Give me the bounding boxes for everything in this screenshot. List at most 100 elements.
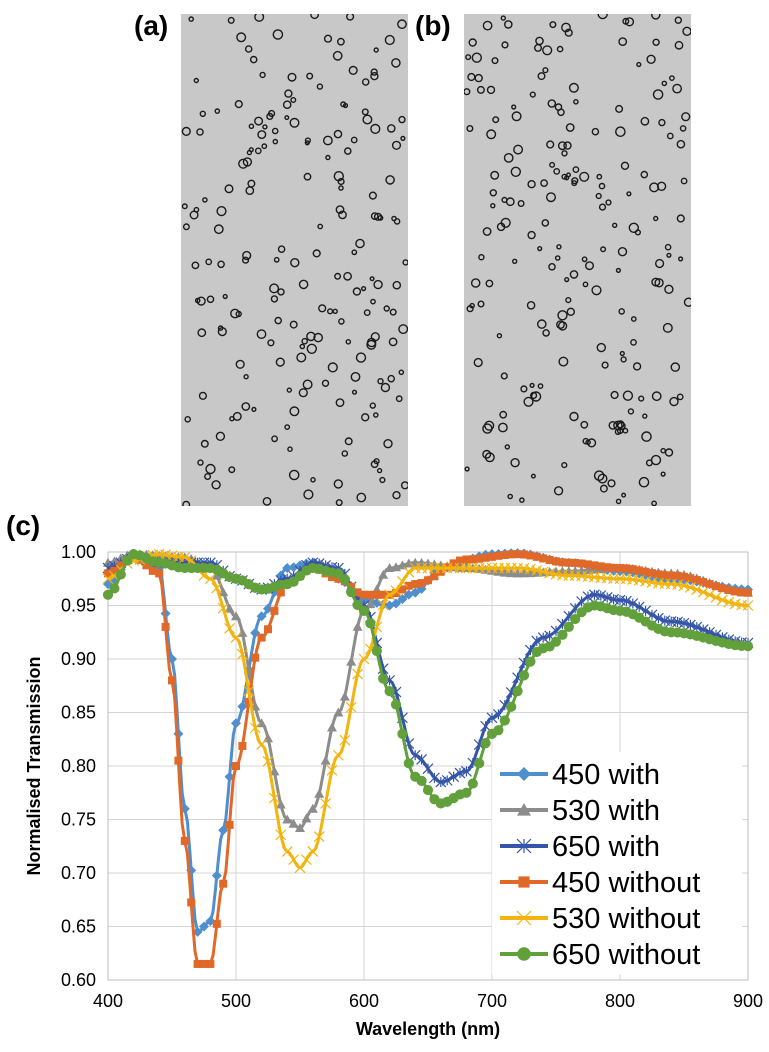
data-point-marker — [571, 558, 580, 567]
nanoparticle-ring — [557, 310, 568, 321]
data-point-marker — [673, 571, 682, 580]
nanoparticle-ring — [327, 362, 338, 373]
data-point-marker — [601, 592, 613, 603]
data-point-marker — [377, 599, 389, 611]
nanoparticle-ring — [241, 256, 250, 264]
nanoparticle-ring — [254, 14, 265, 22]
data-point-marker — [493, 725, 504, 736]
nanoparticle-ring — [238, 158, 249, 169]
nanoparticle-ring — [489, 189, 497, 197]
nanoparticle-ring — [373, 458, 380, 465]
data-point-marker — [441, 774, 453, 786]
nanoparticle-ring — [549, 161, 556, 168]
nanoparticle-ring — [598, 182, 606, 190]
nanoparticle-ring — [373, 279, 383, 290]
data-point-marker — [724, 585, 733, 594]
nanoparticle-ring — [287, 446, 293, 453]
nanoparticle-ring — [492, 116, 500, 124]
nanoparticle-ring — [318, 304, 327, 313]
nanoparticle-ring — [335, 499, 343, 506]
nanoparticle-ring — [662, 322, 673, 333]
data-point-marker — [232, 762, 240, 770]
data-point-marker — [179, 551, 191, 563]
nanoparticle-ring — [593, 470, 605, 482]
nanoparticle-ring — [325, 154, 331, 161]
data-point-marker — [339, 734, 351, 746]
nanoparticle-ring — [666, 132, 674, 140]
data-point-marker — [544, 567, 556, 579]
nanoparticle-ring — [649, 182, 660, 193]
nanoparticle-ring — [272, 138, 279, 145]
nanoparticle-ring — [608, 420, 618, 430]
data-point-marker — [684, 582, 696, 593]
data-point-marker — [710, 592, 722, 603]
data-point-marker — [628, 565, 637, 574]
data-point-marker — [345, 701, 357, 713]
nanoparticle-ring — [464, 466, 470, 472]
nanoparticle-ring — [620, 356, 627, 363]
nanoparticle-ring — [545, 192, 556, 203]
nanoparticle-ring — [615, 498, 622, 505]
data-point-marker — [372, 590, 381, 599]
nanoparticle-ring — [282, 100, 292, 109]
nanoparticle-ring — [486, 129, 497, 140]
data-point-marker — [333, 707, 344, 717]
data-point-marker — [667, 571, 676, 580]
data-point-marker — [256, 718, 267, 728]
nanoparticle-ring — [243, 374, 249, 380]
nanoparticle-ring — [523, 396, 534, 407]
nanoparticle-ring — [385, 175, 395, 185]
legend-item: 450 with — [500, 759, 660, 791]
nanoparticle-ring — [344, 437, 353, 446]
nanoparticle-ring — [256, 329, 267, 339]
data-point-marker — [635, 566, 644, 575]
data-point-marker — [110, 566, 119, 575]
nanoparticle-ring — [615, 267, 621, 273]
nanoparticle-ring — [216, 206, 227, 217]
nanoparticle-ring — [348, 65, 358, 76]
nanoparticle-ring — [397, 19, 407, 30]
nanoparticle-ring — [387, 374, 395, 383]
data-point-marker — [353, 588, 362, 597]
nanoparticle-ring — [672, 83, 683, 94]
nanoparticle-ring — [512, 258, 518, 265]
micrograph-a-background — [181, 14, 408, 506]
data-point-marker — [237, 627, 248, 637]
nanoparticle-ring — [245, 186, 255, 196]
data-point-marker — [729, 598, 741, 610]
data-point-marker — [199, 921, 209, 932]
nanoparticle-ring — [641, 431, 652, 442]
panel-a-label: (a) — [134, 10, 169, 41]
nanoparticle-ring — [661, 80, 668, 87]
y-tick-label: 0.70 — [61, 863, 96, 883]
micrograph-panel-b — [464, 14, 691, 506]
x-tick-label: 500 — [221, 991, 251, 1011]
nanoparticle-ring — [298, 388, 308, 398]
nanoparticle-ring — [597, 473, 608, 484]
data-point-marker — [231, 718, 241, 729]
nanoparticle-ring — [652, 38, 660, 46]
nanoparticle-ring — [615, 126, 626, 137]
nanoparticle-ring — [200, 439, 209, 448]
nanoparticle-ring — [654, 278, 664, 288]
nanoparticle-ring — [327, 308, 334, 315]
data-point-marker — [449, 559, 458, 568]
nanoparticle-ring — [558, 356, 569, 367]
nanoparticle-ring — [621, 492, 627, 498]
data-point-marker — [480, 737, 491, 749]
nanoparticle-ring — [246, 149, 253, 156]
data-point-marker — [550, 636, 562, 647]
nanoparticle-ring — [500, 15, 506, 21]
data-point-marker — [339, 574, 350, 585]
nanoparticle-ring — [262, 496, 272, 506]
nanoparticle-ring — [618, 308, 625, 315]
nanoparticle-ring — [304, 137, 312, 144]
nanoparticle-ring — [529, 382, 535, 388]
nanoparticle-ring — [670, 362, 681, 372]
legend-item: 450 without — [500, 867, 700, 899]
nanoparticle-ring — [477, 300, 485, 308]
data-point-marker — [493, 566, 504, 576]
data-point-marker — [454, 767, 466, 779]
data-point-marker — [148, 566, 157, 575]
nanoparticle-ring — [586, 438, 597, 448]
